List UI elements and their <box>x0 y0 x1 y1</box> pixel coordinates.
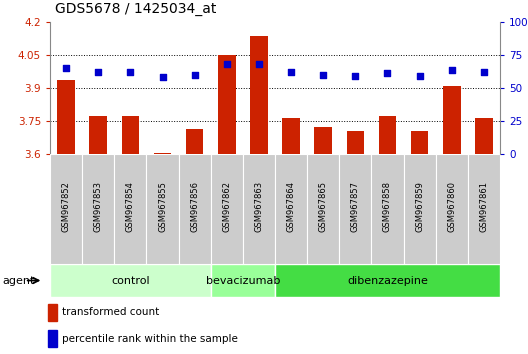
Bar <box>282 118 300 154</box>
Text: agent: agent <box>3 275 35 285</box>
Bar <box>48 304 57 321</box>
Bar <box>475 118 493 154</box>
Text: GDS5678 / 1425034_at: GDS5678 / 1425034_at <box>55 2 216 16</box>
Text: GSM967858: GSM967858 <box>383 181 392 232</box>
Bar <box>403 154 436 264</box>
Bar <box>340 154 371 264</box>
Text: GSM967854: GSM967854 <box>126 181 135 232</box>
Bar <box>243 154 275 264</box>
Text: GSM967863: GSM967863 <box>254 181 263 232</box>
Bar <box>436 154 468 264</box>
Bar <box>250 36 268 154</box>
Text: GSM967861: GSM967861 <box>479 181 488 232</box>
Text: percentile rank within the sample: percentile rank within the sample <box>62 333 238 344</box>
Text: GSM967862: GSM967862 <box>222 181 231 232</box>
Text: GSM967856: GSM967856 <box>190 181 199 232</box>
Bar <box>379 115 397 154</box>
Bar <box>443 86 460 154</box>
Point <box>287 69 295 75</box>
Bar <box>114 154 146 264</box>
Bar <box>346 131 364 154</box>
Point <box>254 61 263 67</box>
Bar <box>154 153 172 154</box>
Point <box>416 73 424 79</box>
Point <box>480 69 488 75</box>
Text: transformed count: transformed count <box>62 307 159 318</box>
Text: GSM967859: GSM967859 <box>415 181 424 232</box>
Text: GSM967860: GSM967860 <box>447 181 456 232</box>
Point <box>223 61 231 67</box>
Bar <box>218 55 235 154</box>
Bar <box>468 154 500 264</box>
Point <box>319 72 327 78</box>
Bar <box>89 115 107 154</box>
Point <box>126 69 135 75</box>
Text: dibenzazepine: dibenzazepine <box>347 275 428 285</box>
Bar <box>57 80 75 154</box>
Bar <box>211 264 275 297</box>
Bar <box>371 154 403 264</box>
Text: GSM967865: GSM967865 <box>319 181 328 232</box>
Bar <box>82 154 114 264</box>
Bar <box>314 126 332 154</box>
Text: GSM967853: GSM967853 <box>93 181 103 232</box>
Point <box>351 73 360 79</box>
Bar <box>307 154 340 264</box>
Text: GSM967855: GSM967855 <box>158 181 167 232</box>
Bar <box>411 131 429 154</box>
Point <box>62 65 70 71</box>
Bar <box>275 154 307 264</box>
Point <box>158 75 167 80</box>
Point <box>448 67 456 72</box>
Bar <box>186 129 203 154</box>
Bar <box>48 330 57 347</box>
Text: GSM967852: GSM967852 <box>62 181 71 232</box>
Point <box>191 72 199 78</box>
Point <box>383 71 392 76</box>
Text: GSM967864: GSM967864 <box>287 181 296 232</box>
Bar <box>50 154 82 264</box>
Bar <box>275 264 500 297</box>
Bar <box>50 264 211 297</box>
Bar <box>211 154 243 264</box>
Point <box>94 69 102 75</box>
Text: bevacizumab: bevacizumab <box>206 275 280 285</box>
Text: GSM967857: GSM967857 <box>351 181 360 232</box>
Bar <box>146 154 178 264</box>
Text: control: control <box>111 275 149 285</box>
Bar <box>121 115 139 154</box>
Bar <box>178 154 211 264</box>
